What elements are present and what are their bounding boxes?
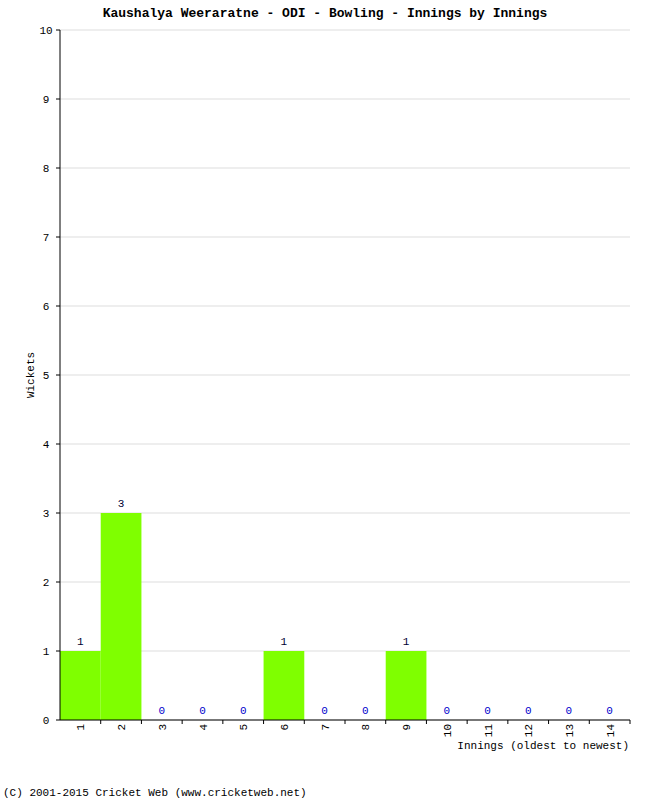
bars [60, 513, 426, 720]
bar [60, 651, 101, 720]
y-tick-label: 4 [43, 439, 50, 451]
x-axis-label: Innings (oldest to newest) [457, 740, 629, 752]
data-label: 3 [118, 498, 125, 510]
x-tick [263, 720, 264, 724]
y-tick-label: 1 [43, 646, 50, 658]
data-label: 0 [321, 705, 328, 717]
x-tick-label: 9 [401, 724, 413, 731]
grid-line [60, 168, 630, 169]
grid-line [60, 651, 630, 652]
y-tick [56, 237, 60, 238]
data-label: 0 [566, 705, 573, 717]
background [0, 0, 650, 800]
y-tick-label: 9 [43, 94, 50, 106]
data-label: 0 [606, 705, 613, 717]
y-tick [56, 30, 60, 31]
y-axis [60, 30, 61, 720]
grid-line [60, 513, 630, 514]
x-tick-label: 8 [360, 724, 372, 731]
x-tick [467, 720, 468, 724]
y-tick-label: 7 [43, 232, 50, 244]
data-label: 0 [362, 705, 369, 717]
x-tick-label: 1 [75, 724, 87, 731]
x-tick [589, 720, 590, 724]
bar [386, 651, 427, 720]
y-tick-label: 3 [43, 508, 50, 520]
x-tick [630, 720, 631, 724]
x-tick-label: 4 [198, 724, 210, 731]
y-tick-label: 2 [43, 577, 50, 589]
data-label: 1 [77, 636, 84, 648]
x-tick [345, 720, 346, 724]
x-tick [507, 720, 508, 724]
grid-line [60, 99, 630, 100]
y-tick [56, 168, 60, 169]
grid-line [60, 375, 630, 376]
data-label: 0 [240, 705, 247, 717]
bar [101, 513, 142, 720]
grid-line [60, 306, 630, 307]
x-tick [548, 720, 549, 724]
data-label: 0 [443, 705, 450, 717]
y-tick-label: 5 [43, 370, 50, 382]
x-tick [426, 720, 427, 724]
y-tick [56, 375, 60, 376]
y-tick [56, 720, 60, 721]
data-label: 0 [484, 705, 491, 717]
y-tick-label: 0 [43, 715, 50, 727]
grid-line [60, 582, 630, 583]
title: Kaushalya Weeraratne - ODI - Bowling - I… [103, 6, 548, 21]
x-tick [385, 720, 386, 724]
x-tick [222, 720, 223, 724]
x-tick-label: 11 [483, 724, 495, 738]
x-tick [100, 720, 101, 724]
x-tick-label: 2 [116, 724, 128, 731]
y-tick [56, 513, 60, 514]
x-tick-label: 10 [442, 724, 454, 737]
data-label: 1 [403, 636, 410, 648]
chart-svg: Kaushalya Weeraratne - ODI - Bowling - I… [0, 0, 650, 800]
data-label: 0 [525, 705, 532, 717]
x-tick-label: 12 [523, 724, 535, 737]
y-axis-label: Wickets [25, 352, 37, 398]
y-tick-label: 10 [39, 25, 52, 37]
y-tick-label: 6 [43, 301, 50, 313]
x-tick [182, 720, 183, 724]
x-tick [141, 720, 142, 724]
x-tick [304, 720, 305, 724]
x-tick-label: 6 [279, 724, 291, 731]
x-tick-label: 3 [157, 724, 169, 731]
y-tick-label: 8 [43, 163, 50, 175]
y-tick [56, 444, 60, 445]
grid-line [60, 444, 630, 445]
annotation: (C) 2001-2015 Cricket Web (www.cricketwe… [3, 787, 307, 799]
y-tick [56, 651, 60, 652]
data-label: 0 [158, 705, 165, 717]
chart-container: Kaushalya Weeraratne - ODI - Bowling - I… [0, 0, 650, 800]
x-tick-label: 7 [320, 724, 332, 731]
x-tick-label: 13 [564, 724, 576, 737]
x-tick-label: 5 [238, 724, 250, 731]
y-tick [56, 582, 60, 583]
data-label: 1 [281, 636, 288, 648]
y-tick [56, 306, 60, 307]
x-tick-label: 14 [605, 724, 617, 738]
grid-line [60, 30, 630, 31]
data-label: 0 [199, 705, 206, 717]
bar [264, 651, 305, 720]
grid-line [60, 237, 630, 238]
y-tick [56, 99, 60, 100]
